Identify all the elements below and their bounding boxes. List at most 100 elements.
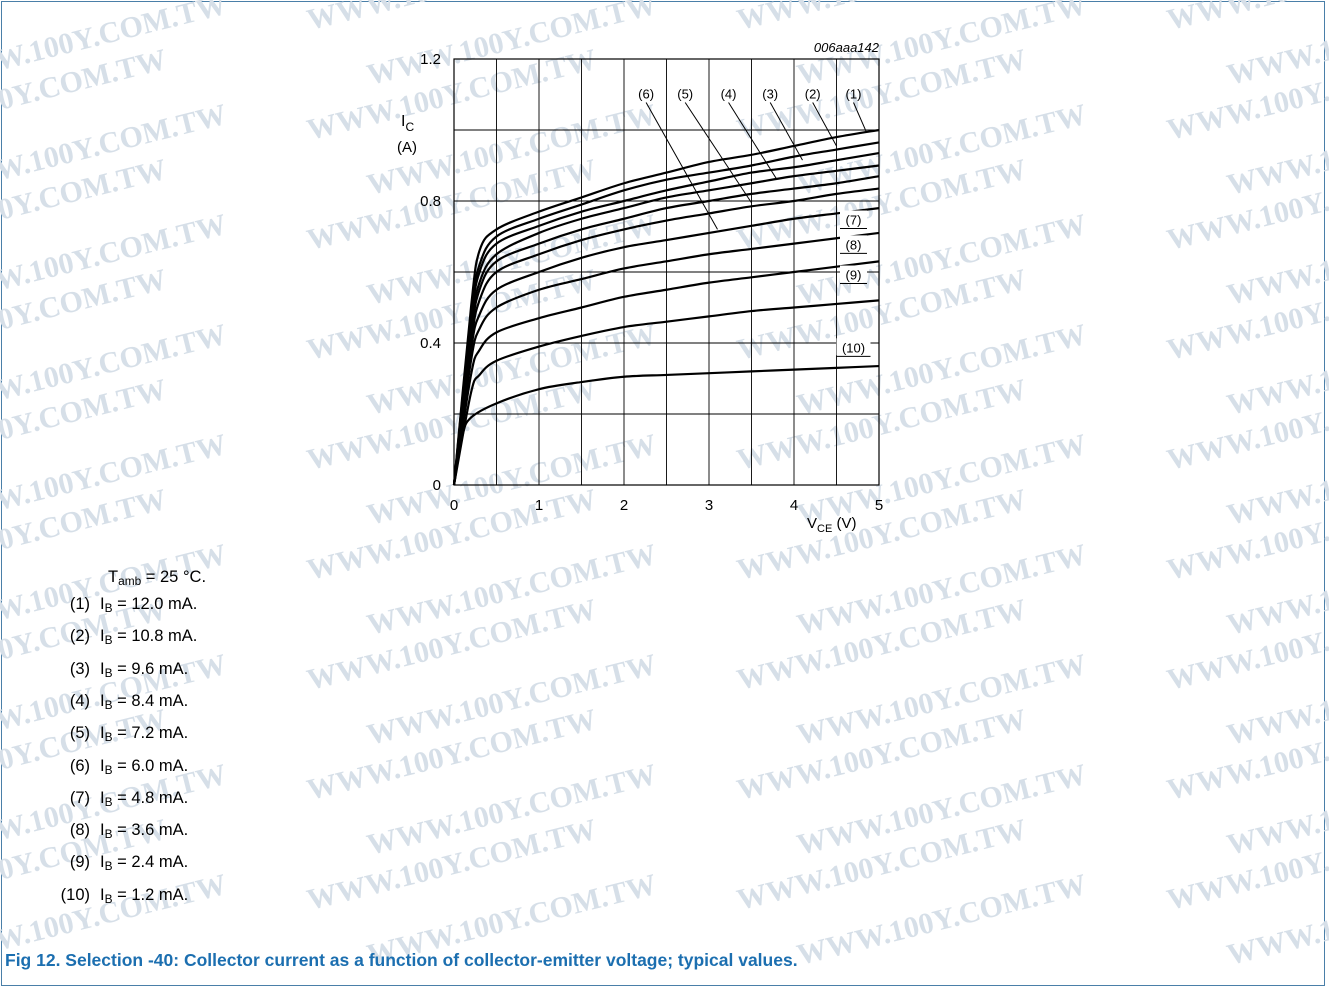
base-current-subscript: B <box>104 859 113 874</box>
y-axis-label: IC <box>401 113 414 134</box>
tamb-symbol: T <box>108 568 119 586</box>
base-current-value: IB = 4.8 mA. <box>100 789 188 809</box>
base-current-amount: = 7.2 mA. <box>112 724 189 743</box>
curve-label: (2) <box>805 87 821 102</box>
series-line <box>452 128 880 486</box>
base-current-symbol: I <box>100 853 105 872</box>
base-current-value: IB = 9.6 mA. <box>100 660 188 680</box>
curve-label: (3) <box>762 87 778 102</box>
base-current-number: (7) <box>69 788 90 807</box>
series-line <box>452 151 880 486</box>
base-current-value: IB = 1.2 mA. <box>100 886 188 906</box>
base-current-symbol: I <box>100 595 105 613</box>
base-current-amount: = 4.8 mA. <box>112 788 189 807</box>
base-current-symbol: I <box>100 885 105 904</box>
base-current-subscript: B <box>104 633 113 648</box>
curve-label-leader <box>769 102 803 161</box>
base-current-subscript: B <box>104 762 113 777</box>
curve-label: (8) <box>846 237 862 252</box>
x-tick-label: 1 <box>535 497 543 514</box>
x-axis-label: VCE (V) <box>807 515 856 535</box>
base-current-item: (3) IB = 9.6 mA. <box>0 660 188 680</box>
base-current-amount: = 9.6 mA. <box>112 659 189 678</box>
base-current-symbol: I <box>100 724 105 743</box>
base-current-value: IB = 10.8 mA. <box>100 627 197 647</box>
curve-label-leader <box>853 102 867 132</box>
curve-labels: (6) (5) (4) (3) (2) (1) (7) (8) (9) (10) <box>638 87 871 357</box>
series-line <box>452 207 880 486</box>
series-line <box>452 364 880 486</box>
y-tick-label: 0.8 <box>420 193 441 210</box>
ambient-temperature-note: Tamb = 25 °C. <box>108 568 206 588</box>
base-current-number: (4) <box>69 691 90 710</box>
y-tick-label: 0 <box>433 477 441 494</box>
base-current-symbol: I <box>100 821 105 840</box>
curve-label: (1) <box>846 87 862 102</box>
x-tick-label: 0 <box>450 497 458 514</box>
series-line <box>452 175 880 486</box>
x-tick-label: 4 <box>790 497 798 514</box>
curve-label-leader <box>684 102 752 204</box>
base-current-item: (1) IB = 12.0 mA. <box>0 595 198 615</box>
base-current-value: IB = 8.4 mA. <box>100 692 188 712</box>
base-current-number: (10) <box>60 885 90 904</box>
base-current-subscript: B <box>104 730 113 745</box>
x-axis-label-subscript: CE <box>817 523 832 535</box>
base-current-subscript: B <box>104 827 113 842</box>
base-current-number: (1) <box>69 595 90 613</box>
base-current-item: (8) IB = 3.6 mA. <box>0 821 188 841</box>
chart: 0 1 2 3 4 5 0 0.4 0.8 1.2 IC (A) VCE (V) 006aaa142 (6)… <box>397 40 883 535</box>
base-current-symbol: I <box>100 659 105 678</box>
series-line <box>452 164 880 486</box>
curve-label: (10) <box>842 340 865 355</box>
base-current-item: (2) IB = 10.8 mA. <box>0 627 198 647</box>
x-axis-unit: (V) <box>832 515 856 532</box>
curve-label: (4) <box>721 87 737 102</box>
base-current-value: IB = 2.4 mA. <box>100 853 188 873</box>
base-current-subscript: B <box>104 600 113 615</box>
curve-label-leader <box>728 102 778 180</box>
curve-label-leader <box>645 102 718 230</box>
base-current-number: (3) <box>69 659 90 678</box>
base-current-item: (4) IB = 8.4 mA. <box>0 692 188 712</box>
base-current-value: IB = 3.6 mA. <box>100 821 188 841</box>
plot-frame <box>453 58 880 486</box>
base-current-number: (2) <box>69 627 90 646</box>
series-line <box>452 141 880 486</box>
curve-label: (9) <box>846 268 862 283</box>
curve-label: (6) <box>638 87 654 102</box>
series-line <box>452 187 880 486</box>
base-current-symbol: I <box>100 756 105 775</box>
x-tick-label: 5 <box>875 497 883 514</box>
y-tick-label: 1.2 <box>420 51 441 68</box>
curve-label-leader <box>812 102 837 147</box>
base-current-subscript: B <box>104 891 113 906</box>
y-tick-label: 0.4 <box>420 335 441 352</box>
base-current-item: (6) IB = 6.0 mA. <box>0 757 188 777</box>
base-current-subscript: B <box>104 665 113 680</box>
y-axis-label-subscript: C <box>405 120 414 134</box>
figure-code: 006aaa142 <box>814 40 880 55</box>
base-current-number: (8) <box>69 821 90 840</box>
y-axis-unit: (A) <box>397 139 417 156</box>
curve-label-background <box>840 235 867 253</box>
base-current-amount: = 2.4 mA. <box>112 853 189 872</box>
curve-label-background <box>840 265 867 283</box>
base-current-value: IB = 12.0 mA. <box>100 595 197 615</box>
base-current-value: IB = 7.2 mA. <box>100 724 188 744</box>
series-line <box>452 260 880 486</box>
tamb-value: = 25 °C. <box>141 568 207 586</box>
base-current-item: (9) IB = 2.4 mA. <box>0 853 188 873</box>
x-tick-label: 2 <box>620 497 628 514</box>
base-current-amount: = 3.6 mA. <box>112 821 189 840</box>
base-current-number: (9) <box>69 853 90 872</box>
x-tick-label: 3 <box>705 497 713 514</box>
base-current-subscript: B <box>104 794 113 809</box>
base-current-item: (10) IB = 1.2 mA. <box>0 885 189 906</box>
base-current-amount: = 12.0 mA. <box>112 595 198 613</box>
base-current-amount: = 1.2 mA. <box>112 885 189 904</box>
grid <box>454 59 879 485</box>
series-curves <box>452 128 880 486</box>
figure-caption: Fig 12. Selection -40: Collector current… <box>5 950 798 970</box>
curve-label: (5) <box>677 87 693 102</box>
